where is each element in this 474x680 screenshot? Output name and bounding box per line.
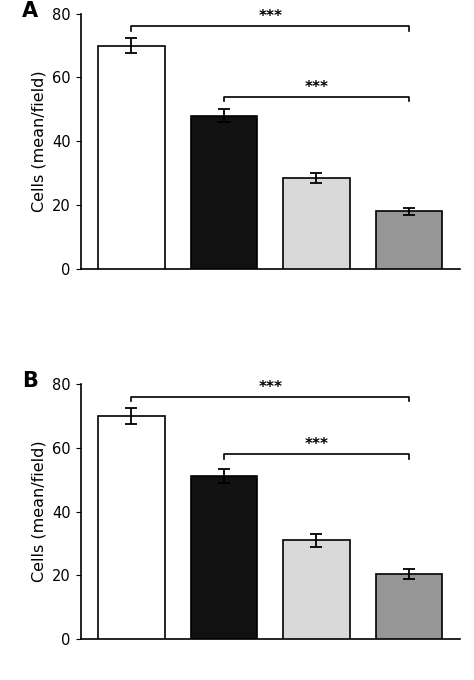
Y-axis label: Cells (mean/field): Cells (mean/field): [32, 441, 46, 582]
Bar: [98, 415, 165, 639]
Text: ***: ***: [258, 379, 282, 394]
Text: ***: ***: [304, 80, 328, 95]
Bar: [98, 46, 165, 269]
Bar: [375, 574, 442, 639]
Bar: [283, 178, 350, 269]
Bar: [375, 211, 442, 269]
Y-axis label: Cells (mean/field): Cells (mean/field): [32, 71, 46, 212]
Text: B: B: [22, 371, 37, 391]
Bar: [283, 540, 350, 639]
Bar: [191, 116, 257, 269]
Text: ***: ***: [304, 437, 328, 452]
Bar: [191, 477, 257, 639]
Text: A: A: [22, 1, 38, 21]
Text: ***: ***: [258, 10, 282, 24]
